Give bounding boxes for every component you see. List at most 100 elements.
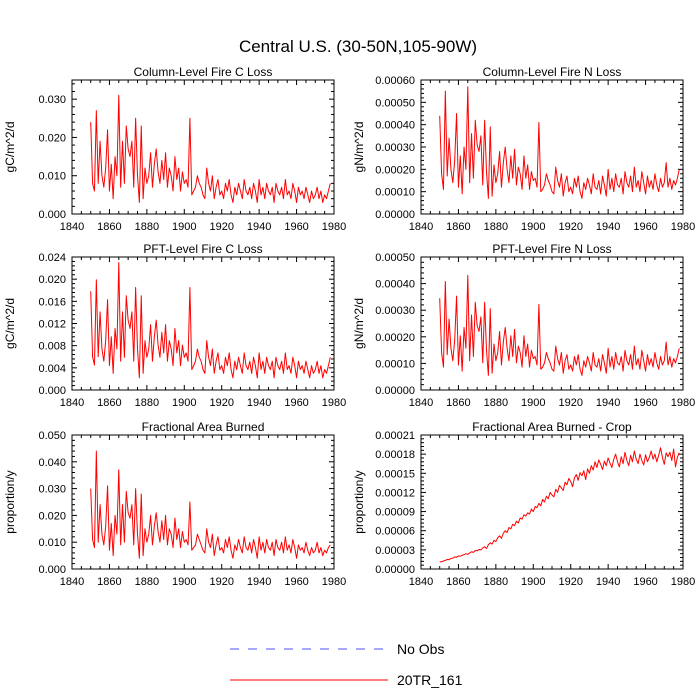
y-tick-label: 0.010 — [38, 537, 66, 549]
series-line-20tr-161 — [90, 450, 331, 559]
y-tick-label: 0.010 — [38, 171, 66, 183]
x-tick-label: 1880 — [484, 576, 508, 588]
series-line-20tr-161 — [439, 274, 680, 376]
y-tick-label: 0.020 — [38, 132, 66, 144]
y-tick-label: 0.030 — [38, 484, 66, 496]
x-tick-label: 1900 — [521, 221, 545, 233]
x-tick-label: 1860 — [446, 397, 470, 409]
legend-label-20tr-161: 20TR_161 — [397, 672, 463, 688]
x-tick-label: 1860 — [446, 221, 470, 233]
chart-panel-1: Column-Level Fire C Loss gC/m^2/d 1840 1860… — [3, 65, 346, 233]
y-axis-label: gN/m^2/d — [352, 122, 366, 173]
x-tick-label: 1920 — [209, 576, 233, 588]
y-tick-label: 0.040 — [38, 457, 66, 469]
y-tick-label: 0.024 — [38, 252, 66, 264]
legend-label-no-obs: No Obs — [397, 641, 444, 657]
y-tick-label: 0.016 — [38, 296, 66, 308]
x-tick-label: 1860 — [446, 576, 470, 588]
x-tick-label: 1960 — [633, 397, 657, 409]
y-tick-label: 0.00030 — [375, 305, 415, 317]
y-tick-label: 0.00060 — [375, 75, 415, 87]
x-tick-label: 1860 — [97, 397, 121, 409]
y-tick-label: 0.000 — [38, 564, 66, 576]
x-tick-label: 1980 — [322, 221, 346, 233]
y-tick-label: 0.00015 — [375, 468, 415, 480]
x-tick-label: 1940 — [247, 221, 271, 233]
y-tick-label: 0.00020 — [375, 164, 415, 176]
y-tick-label: 0.030 — [38, 94, 66, 106]
y-tick-label: 0.00021 — [375, 430, 415, 442]
y-tick-label: 0.00050 — [375, 97, 415, 109]
chart-panel-3: PFT-Level Fire C Loss gC/m^2/d 1840 1860 188… — [3, 242, 346, 409]
y-tick-label: 0.050 — [38, 430, 66, 442]
x-tick-label: 1920 — [558, 397, 582, 409]
y-tick-label: 0.00012 — [375, 487, 415, 499]
plot-frame — [420, 79, 684, 215]
x-tick-label: 1840 — [60, 221, 84, 233]
plot-frame — [71, 256, 335, 391]
y-tick-label: 0.00018 — [375, 449, 415, 461]
x-tick-label: 1960 — [284, 221, 308, 233]
x-tick-label: 1940 — [247, 576, 271, 588]
x-tick-label: 1900 — [172, 576, 196, 588]
x-tick-label: 1920 — [558, 221, 582, 233]
chart-panel-5: Fractional Area Burned proportion/y 1840 18… — [3, 420, 346, 588]
x-tick-label: 1880 — [135, 221, 159, 233]
y-tick-label: 0.00006 — [375, 526, 415, 538]
chart-panel-4: PFT-Level Fire N Loss gN/m^2/d 1840 1860 188… — [352, 242, 695, 409]
y-tick-label: 0.004 — [38, 363, 66, 375]
legend: No Obs 20TR_161 — [230, 641, 463, 688]
panel-title: Column-Level Fire C Loss — [134, 65, 273, 79]
y-axis-label: proportion/y — [3, 470, 17, 533]
y-tick-label: 0.00050 — [375, 252, 415, 264]
x-tick-label: 1900 — [521, 397, 545, 409]
panels: Column-Level Fire C Loss gC/m^2/d 1840 1860… — [3, 65, 695, 588]
x-tick-label: 1920 — [209, 221, 233, 233]
plot-frame — [420, 434, 684, 570]
x-tick-label: 1840 — [60, 397, 84, 409]
x-tick-label: 1880 — [135, 576, 159, 588]
x-tick-label: 1960 — [284, 397, 308, 409]
panel-title: PFT-Level Fire C Loss — [143, 242, 262, 256]
y-tick-label: 0.008 — [38, 341, 66, 353]
y-tick-label: 0.00000 — [375, 209, 415, 221]
x-tick-label: 1920 — [558, 576, 582, 588]
y-tick-label: 0.00010 — [375, 187, 415, 199]
x-tick-label: 1920 — [209, 397, 233, 409]
x-tick-label: 1980 — [671, 221, 695, 233]
y-axis-label: gC/m^2/d — [3, 298, 17, 349]
y-tick-label: 0.00009 — [375, 507, 415, 519]
y-tick-label: 0.020 — [38, 510, 66, 522]
y-tick-label: 0.012 — [38, 319, 66, 331]
y-axis-label: proportion/y — [352, 470, 366, 533]
series-line-20tr-161 — [90, 262, 331, 379]
x-tick-label: 1980 — [671, 576, 695, 588]
y-tick-label: 0.020 — [38, 274, 66, 286]
x-tick-label: 1960 — [633, 576, 657, 588]
x-tick-label: 1980 — [322, 576, 346, 588]
x-tick-label: 1980 — [322, 397, 346, 409]
y-axis-label: gC/m^2/d — [3, 122, 17, 173]
figure-title: Central U.S. (30-50N,105-90W) — [239, 37, 477, 56]
y-tick-label: 0.00040 — [375, 120, 415, 132]
x-tick-label: 1880 — [484, 397, 508, 409]
panel-title: Column-Level Fire N Loss — [483, 65, 622, 79]
panel-title: Fractional Area Burned — [142, 420, 265, 434]
panel-title: Fractional Area Burned - Crop — [472, 420, 632, 434]
x-tick-label: 1840 — [409, 397, 433, 409]
y-tick-label: 0.00010 — [375, 358, 415, 370]
x-tick-label: 1900 — [172, 221, 196, 233]
x-tick-label: 1880 — [135, 397, 159, 409]
x-tick-label: 1900 — [172, 397, 196, 409]
x-tick-label: 1940 — [596, 221, 620, 233]
x-tick-label: 1960 — [284, 576, 308, 588]
y-axis-label: gN/m^2/d — [352, 298, 366, 349]
x-tick-label: 1840 — [60, 576, 84, 588]
y-tick-label: 0.000 — [38, 385, 66, 397]
x-tick-label: 1880 — [484, 221, 508, 233]
series-line-20tr-161 — [90, 94, 331, 204]
x-tick-label: 1840 — [409, 576, 433, 588]
y-tick-label: 0.00020 — [375, 332, 415, 344]
x-tick-label: 1860 — [97, 576, 121, 588]
